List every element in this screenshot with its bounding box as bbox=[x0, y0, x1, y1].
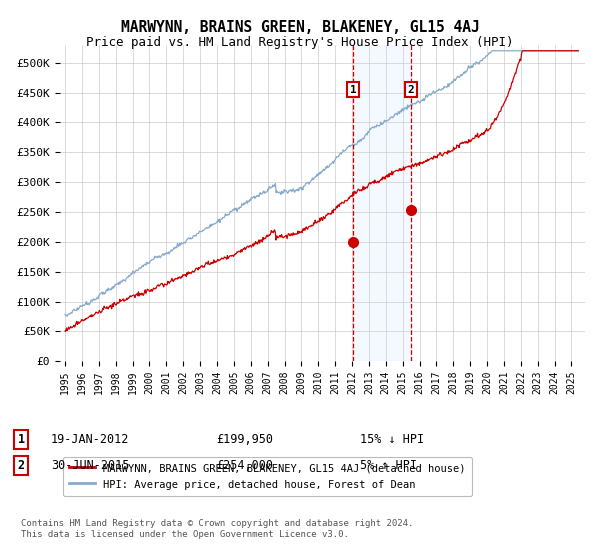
Text: £199,950: £199,950 bbox=[216, 433, 273, 446]
Text: 2: 2 bbox=[408, 85, 415, 95]
Text: £254,000: £254,000 bbox=[216, 459, 273, 473]
Text: Contains HM Land Registry data © Crown copyright and database right 2024.
This d: Contains HM Land Registry data © Crown c… bbox=[21, 520, 413, 539]
Text: MARWYNN, BRAINS GREEN, BLAKENEY, GL15 4AJ: MARWYNN, BRAINS GREEN, BLAKENEY, GL15 4A… bbox=[121, 20, 479, 35]
Text: 5% ↑ HPI: 5% ↑ HPI bbox=[360, 459, 417, 473]
Text: 15% ↓ HPI: 15% ↓ HPI bbox=[360, 433, 424, 446]
Legend: MARWYNN, BRAINS GREEN, BLAKENEY, GL15 4AJ (detached house), HPI: Average price, : MARWYNN, BRAINS GREEN, BLAKENEY, GL15 4A… bbox=[62, 456, 472, 496]
Text: Price paid vs. HM Land Registry's House Price Index (HPI): Price paid vs. HM Land Registry's House … bbox=[86, 36, 514, 49]
Bar bbox=[353, 45, 411, 361]
Text: 2: 2 bbox=[17, 459, 25, 473]
Text: 1: 1 bbox=[17, 433, 25, 446]
Text: 19-JAN-2012: 19-JAN-2012 bbox=[51, 433, 130, 446]
Text: 30-JUN-2015: 30-JUN-2015 bbox=[51, 459, 130, 473]
Text: 1: 1 bbox=[350, 85, 356, 95]
